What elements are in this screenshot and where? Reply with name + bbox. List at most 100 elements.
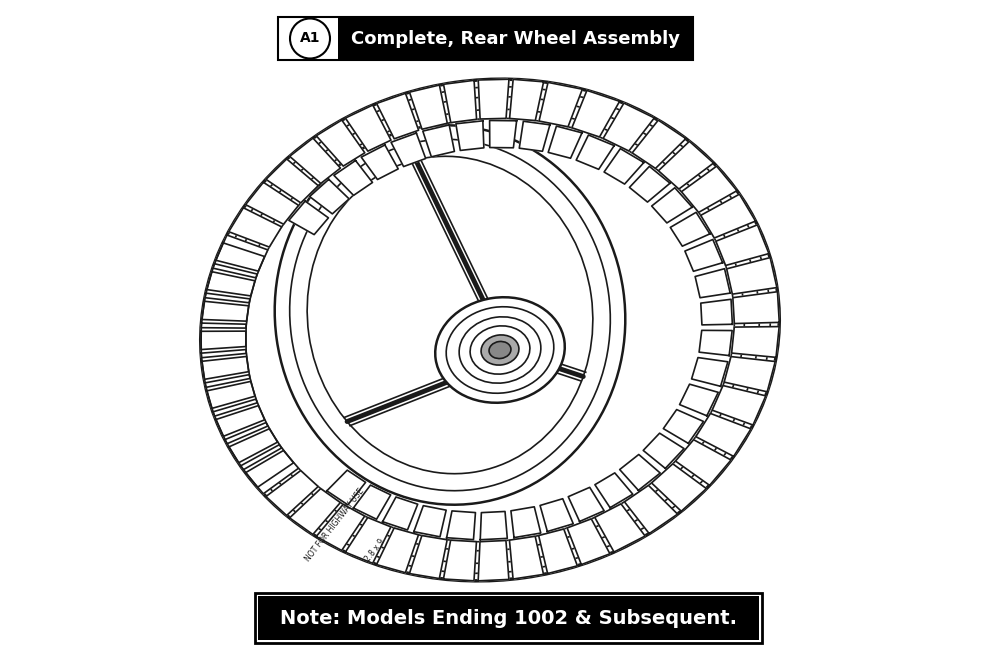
Polygon shape: [490, 121, 517, 148]
Polygon shape: [246, 451, 298, 494]
Polygon shape: [327, 470, 366, 505]
Polygon shape: [539, 82, 582, 127]
Polygon shape: [316, 504, 365, 550]
Polygon shape: [604, 148, 644, 184]
Polygon shape: [345, 105, 391, 151]
Polygon shape: [377, 528, 418, 573]
Ellipse shape: [435, 297, 565, 403]
Polygon shape: [201, 331, 246, 358]
Polygon shape: [632, 120, 686, 168]
Text: Complete, Rear Wheel Assembly: Complete, Rear Wheel Assembly: [351, 30, 680, 48]
Circle shape: [290, 18, 330, 59]
Polygon shape: [229, 208, 282, 247]
Polygon shape: [701, 299, 732, 325]
Text: Note: Models Ending 1002 & Subsequent.: Note: Models Ending 1002 & Subsequent.: [280, 609, 737, 628]
Polygon shape: [699, 331, 732, 356]
Polygon shape: [712, 385, 766, 425]
Polygon shape: [478, 79, 509, 119]
Polygon shape: [207, 381, 257, 416]
Polygon shape: [680, 384, 718, 416]
Bar: [258, 596, 759, 640]
Polygon shape: [519, 121, 550, 151]
Polygon shape: [480, 512, 507, 540]
Polygon shape: [216, 406, 268, 444]
Polygon shape: [205, 272, 255, 303]
Polygon shape: [478, 541, 509, 581]
Polygon shape: [391, 133, 426, 166]
Polygon shape: [652, 464, 706, 512]
Ellipse shape: [470, 326, 530, 374]
Polygon shape: [629, 166, 670, 202]
Polygon shape: [663, 410, 704, 444]
Polygon shape: [572, 90, 620, 137]
Polygon shape: [701, 194, 756, 238]
Ellipse shape: [489, 341, 511, 358]
Polygon shape: [241, 445, 294, 487]
Polygon shape: [548, 126, 582, 158]
Polygon shape: [539, 529, 577, 574]
Polygon shape: [447, 511, 475, 540]
Polygon shape: [246, 182, 299, 224]
Polygon shape: [696, 413, 751, 457]
Polygon shape: [345, 517, 391, 563]
Polygon shape: [732, 327, 779, 357]
Polygon shape: [201, 323, 246, 350]
Polygon shape: [290, 138, 340, 183]
Polygon shape: [568, 487, 604, 521]
Polygon shape: [716, 225, 769, 265]
Ellipse shape: [446, 307, 554, 393]
Polygon shape: [540, 499, 573, 531]
Polygon shape: [603, 103, 654, 151]
Polygon shape: [510, 79, 544, 121]
Polygon shape: [310, 180, 349, 214]
Polygon shape: [676, 440, 731, 485]
Polygon shape: [205, 375, 255, 409]
Polygon shape: [409, 85, 447, 129]
Polygon shape: [414, 506, 446, 537]
Polygon shape: [353, 485, 391, 519]
Polygon shape: [290, 488, 340, 535]
Polygon shape: [724, 356, 775, 392]
Polygon shape: [652, 187, 692, 223]
Text: NOT FOR HIGHWAY USE: NOT FOR HIGHWAY USE: [304, 487, 366, 563]
Polygon shape: [225, 422, 278, 463]
Polygon shape: [201, 301, 249, 328]
Bar: [278, 17, 693, 60]
Polygon shape: [620, 455, 660, 490]
Bar: [338, 17, 693, 60]
Polygon shape: [266, 471, 318, 515]
Polygon shape: [361, 145, 398, 180]
Polygon shape: [334, 160, 373, 195]
Polygon shape: [383, 497, 418, 530]
Polygon shape: [509, 537, 544, 579]
Polygon shape: [567, 519, 610, 564]
Bar: [255, 593, 762, 643]
Polygon shape: [409, 535, 447, 579]
Polygon shape: [213, 243, 265, 278]
Polygon shape: [207, 264, 257, 296]
Polygon shape: [266, 159, 318, 203]
Polygon shape: [444, 81, 477, 123]
Polygon shape: [423, 125, 454, 157]
Ellipse shape: [459, 317, 541, 383]
Ellipse shape: [481, 335, 519, 365]
Polygon shape: [624, 485, 678, 533]
Polygon shape: [670, 213, 710, 246]
Polygon shape: [202, 356, 250, 387]
Polygon shape: [727, 257, 777, 294]
Polygon shape: [316, 120, 365, 166]
Polygon shape: [658, 141, 714, 189]
Polygon shape: [229, 429, 282, 470]
Polygon shape: [377, 93, 419, 139]
Ellipse shape: [210, 86, 770, 574]
Polygon shape: [695, 269, 730, 298]
Polygon shape: [595, 473, 633, 508]
Polygon shape: [643, 433, 684, 469]
Ellipse shape: [275, 125, 625, 505]
Polygon shape: [595, 504, 645, 552]
Polygon shape: [289, 201, 328, 234]
Text: 2.8 x 9: 2.8 x 9: [363, 537, 387, 563]
Polygon shape: [456, 121, 484, 150]
Text: A1: A1: [300, 32, 320, 46]
Polygon shape: [202, 293, 250, 321]
